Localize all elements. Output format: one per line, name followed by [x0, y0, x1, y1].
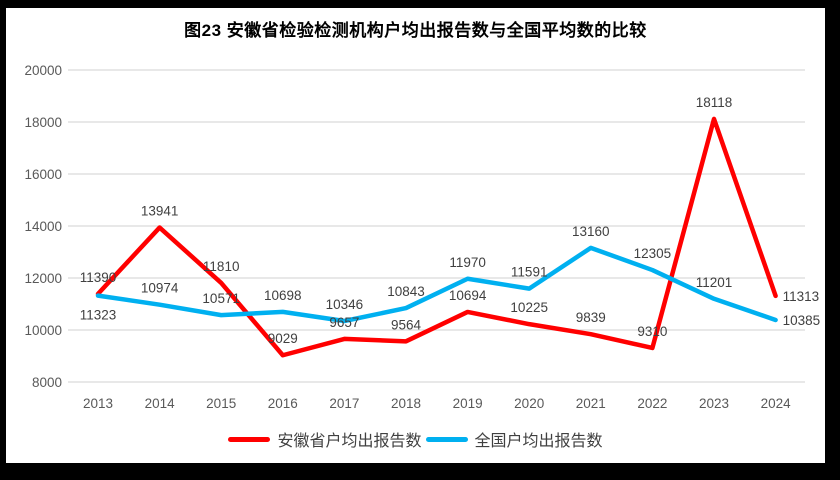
data-label: 11970	[449, 255, 486, 270]
data-label: 13941	[141, 204, 179, 219]
data-label: 9839	[576, 310, 606, 325]
x-tick-label: 2018	[391, 396, 421, 411]
line-chart-plot: 8000 10000 12000 14000 16000 18000 20000 2013 20…	[24, 63, 821, 411]
x-tick-label: 2024	[761, 396, 792, 411]
x-tick-label: 2015	[206, 396, 236, 411]
chart-frame: 图23 安徽省检验检测机构户均出报告数与全国平均数的比较 8000 10000 12…	[6, 8, 825, 463]
x-tick-label: 2017	[329, 396, 359, 411]
data-label: 11591	[511, 265, 548, 280]
data-label: 11390	[80, 270, 117, 285]
y-tick-label: 16000	[24, 167, 62, 182]
x-tick-label: 2023	[699, 396, 729, 411]
legend-label-anhui: 安徽省户均出报告数	[277, 433, 422, 450]
data-label: 10843	[387, 284, 425, 299]
chart-legend: 安徽省户均出报告数 全国户均出报告数	[6, 427, 825, 451]
series-line-1	[95, 245, 778, 324]
data-label: 13160	[572, 224, 610, 239]
y-tick-label: 18000	[24, 115, 62, 130]
chart-title: 图23 安徽省检验检测机构户均出报告数与全国平均数的比较	[184, 21, 647, 40]
data-label: 9029	[268, 331, 298, 346]
x-tick-label: 2021	[576, 396, 606, 411]
y-tick-label: 20000	[24, 63, 62, 78]
y-tick-label: 10000	[24, 323, 62, 338]
data-label: 9310	[637, 324, 667, 339]
y-tick-label: 8000	[32, 375, 62, 390]
data-label: 10385	[783, 313, 821, 328]
blue-line-swatch	[425, 436, 468, 442]
data-label: 10225	[510, 300, 548, 315]
data-label: 10698	[264, 288, 302, 303]
data-label: 11313	[783, 289, 820, 304]
data-label: 18118	[696, 95, 733, 110]
data-label: 11323	[80, 308, 117, 323]
legend-item-anhui: 安徽省户均出报告数	[228, 427, 422, 451]
legend-item-national: 全国户均出报告数	[425, 427, 603, 451]
data-label: 10974	[141, 281, 179, 296]
x-tick-label: 2016	[268, 396, 298, 411]
data-label: 9564	[391, 317, 422, 332]
x-tick-label: 2020	[514, 396, 544, 411]
series-line-0	[95, 116, 778, 358]
data-label: 10346	[326, 297, 364, 312]
legend-label-national: 全国户均出报告数	[474, 433, 603, 450]
red-line-swatch	[228, 436, 271, 442]
data-label: 12305	[634, 246, 672, 261]
y-tick-label: 12000	[24, 271, 62, 286]
x-tick-label: 2019	[453, 396, 483, 411]
x-tick-label: 2022	[637, 396, 667, 411]
data-label: 10571	[202, 291, 240, 306]
data-label: 9657	[329, 315, 359, 330]
y-tick-label: 14000	[24, 219, 62, 234]
data-label: 11201	[696, 275, 733, 290]
data-label: 10694	[449, 288, 487, 303]
data-label: 11810	[203, 259, 240, 274]
x-tick-label: 2013	[83, 396, 113, 411]
x-tick-label: 2014	[145, 396, 176, 411]
